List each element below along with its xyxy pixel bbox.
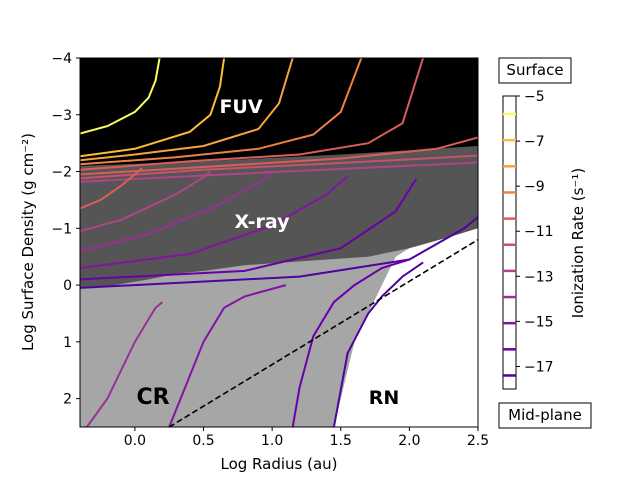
series-layer [80,58,478,427]
fuv-label: FUV [219,96,262,118]
dashed-reference-line [168,238,478,427]
surface-label: Surface [506,61,563,79]
y-axis-label: Log Surface Density (g cm⁻²) [19,133,37,351]
colorbar-levels [503,112,516,377]
y-tick-label: −4 [51,51,72,67]
x-tick-label: 2.5 [467,433,489,449]
x-tick-label: 0.5 [192,433,214,449]
series-c6 [80,136,478,176]
y-tick-label: 1 [63,335,72,351]
series-c5 [80,58,425,171]
y-axis-ticks: −4 −3 −2 −1 0 1 2 [51,51,80,408]
cr-label: CR [136,385,169,410]
plot-frame [79,57,479,428]
x-axis-ticks: 0.0 0.5 1.0 1.5 2.0 2.5 [124,427,489,449]
series-x1 [80,167,143,210]
series-c1 [80,58,161,135]
series-d3 [291,258,410,427]
series-x4 [80,175,349,269]
colorbar-frame [502,95,517,390]
x-tick-label: 0.0 [124,433,146,449]
midplane-label-box [498,402,592,429]
x-tick-label: 2.0 [398,433,420,449]
colorbar-tick-label: −13 [524,269,554,285]
series-d4 [332,261,424,427]
colorbar: −5 −7 −9 −11 −13 −15 −17 Ionization Rate (s⁻¹) [502,89,587,390]
series-c4 [80,58,363,166]
y-tick-label: 0 [63,278,72,294]
y-tick-label: −2 [51,165,72,181]
colorbar-ticks: −5 −7 −9 −11 −13 −15 −17 [516,89,554,375]
x-tick-label: 1.0 [261,433,283,449]
xray-label: X-ray [235,211,291,233]
series-c7 [80,154,478,180]
series-c8 [80,161,478,183]
colorbar-tick-label: −11 [524,224,554,240]
rn-region [333,228,478,427]
x-tick-label: 1.5 [330,433,352,449]
series-x5 [80,178,418,281]
series-d1 [86,301,163,427]
y-tick-label: 2 [63,392,72,408]
series-x3 [80,172,273,252]
colorbar-tick-label: −17 [524,359,554,375]
colorbar-tick-label: −15 [524,314,554,330]
colorbar-tick-label: −5 [524,89,545,105]
colorbar-tick-label: −7 [524,134,545,150]
x-axis-label: Log Radius (au) [220,455,337,473]
colorbar-label: Ionization Rate (s⁻¹) [569,168,587,318]
colorbar-tick-label: −9 [524,179,545,195]
series-c3 [80,58,294,162]
rn-label: RN [369,387,400,409]
y-tick-label: −1 [51,221,72,237]
surface-label-box [498,57,572,84]
series-d2 [168,284,287,427]
midplane-label: Mid-plane [508,406,582,424]
series-x2 [80,170,212,233]
series-c2 [80,58,226,158]
y-tick-label: −3 [51,108,72,124]
plot-regions [80,58,478,427]
